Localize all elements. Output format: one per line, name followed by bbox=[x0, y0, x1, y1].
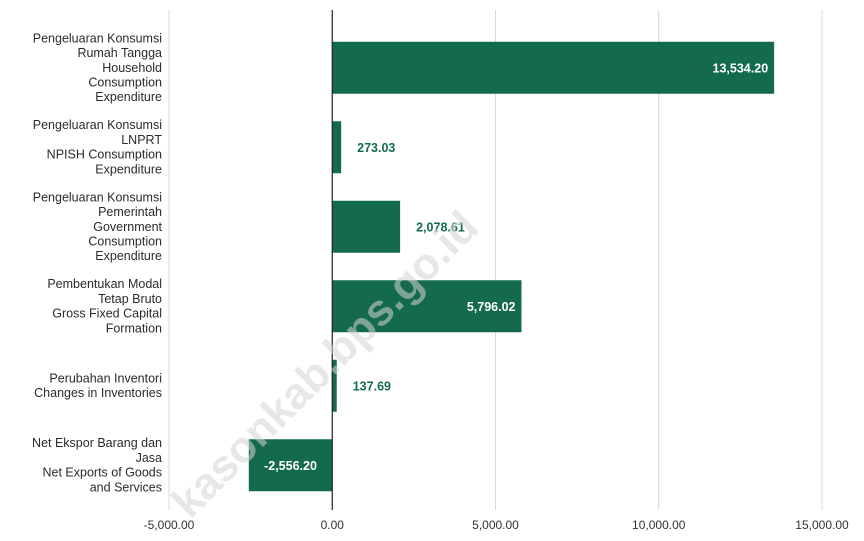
bar bbox=[332, 200, 401, 253]
category-label-line: Household bbox=[102, 61, 162, 75]
category-label-line: Perubahan Inventori bbox=[49, 371, 162, 385]
category-label-line: Changes in Inventories bbox=[34, 386, 162, 400]
category-label-line: Pengeluaran Konsumsi bbox=[33, 190, 162, 204]
category-label-line: Pembentukan Modal bbox=[47, 277, 162, 291]
category-label-line: Government bbox=[93, 220, 162, 234]
value-label: 13,534.20 bbox=[713, 61, 769, 75]
category-label-line: Formation bbox=[106, 321, 162, 335]
bar bbox=[332, 121, 342, 174]
bars bbox=[248, 41, 775, 492]
category-label-line: Expenditure bbox=[95, 249, 162, 263]
category-label-line: NPISH Consumption bbox=[47, 148, 162, 162]
category-label-line: Jasa bbox=[136, 451, 162, 465]
category-label-line: Pemerintah bbox=[98, 205, 162, 219]
category-labels: Pengeluaran Konsumsi Rumah Tangga Househol… bbox=[32, 31, 162, 494]
category-label-line: Expenditure bbox=[95, 90, 162, 104]
x-tick-label: 5,000.00 bbox=[472, 518, 519, 532]
x-tick-label: 0.00 bbox=[321, 518, 345, 532]
category-label: Pengeluaran Konsumsi Rumah Tangga Househol… bbox=[33, 31, 162, 104]
bar bbox=[248, 439, 333, 492]
x-tick-label: 15,000.00 bbox=[795, 518, 849, 532]
x-tick-labels: -5,000.00 0.00 5,000.00 10,000.00 15,000.00 bbox=[144, 518, 849, 532]
value-label: 273.03 bbox=[357, 141, 395, 155]
category-label-line: and Services bbox=[90, 480, 162, 494]
category-label: Perubahan Inventori Changes in Inventorie… bbox=[34, 371, 162, 400]
category-label-line: Rumah Tangga bbox=[77, 46, 162, 60]
category-label-line: Tetap Bruto bbox=[98, 292, 162, 306]
category-label-line: Consumption bbox=[88, 75, 162, 89]
value-labels: 13,534.20 273.03 2,078.61 5,796.02 137.69 -2,… bbox=[264, 61, 768, 473]
category-label: Pembentukan Modal Tetap Bruto Gross Fixed … bbox=[47, 277, 162, 335]
category-label-line: Pengeluaran Konsumsi bbox=[33, 31, 162, 45]
category-label-line: Net Ekspor Barang dan bbox=[32, 436, 162, 450]
value-label: 5,796.02 bbox=[467, 300, 516, 314]
category-label: Net Ekspor Barang dan Jasa Net Exports of … bbox=[32, 436, 162, 494]
category-label-line: Expenditure bbox=[95, 162, 162, 176]
bar bbox=[332, 280, 522, 333]
value-label: 2,078.61 bbox=[416, 220, 465, 234]
category-label-line: Pengeluaran Konsumsi bbox=[33, 118, 162, 132]
category-label-line: Net Exports of Goods bbox=[42, 466, 162, 480]
category-label-line: Consumption bbox=[88, 234, 162, 248]
category-label-line: Gross Fixed Capital bbox=[52, 307, 162, 321]
value-label: 137.69 bbox=[353, 379, 391, 393]
value-label: -2,556.20 bbox=[264, 459, 317, 473]
category-label-line: LNPRT bbox=[121, 133, 162, 147]
x-tick-label: 10,000.00 bbox=[632, 518, 686, 532]
bar bbox=[332, 41, 775, 94]
x-tick-label: -5,000.00 bbox=[144, 518, 195, 532]
bar bbox=[332, 359, 337, 412]
category-label: Pengeluaran Konsumsi LNPRT NPISH Consumpti… bbox=[33, 118, 163, 176]
category-label: Pengeluaran Konsumsi Pemerintah Government… bbox=[33, 190, 163, 263]
